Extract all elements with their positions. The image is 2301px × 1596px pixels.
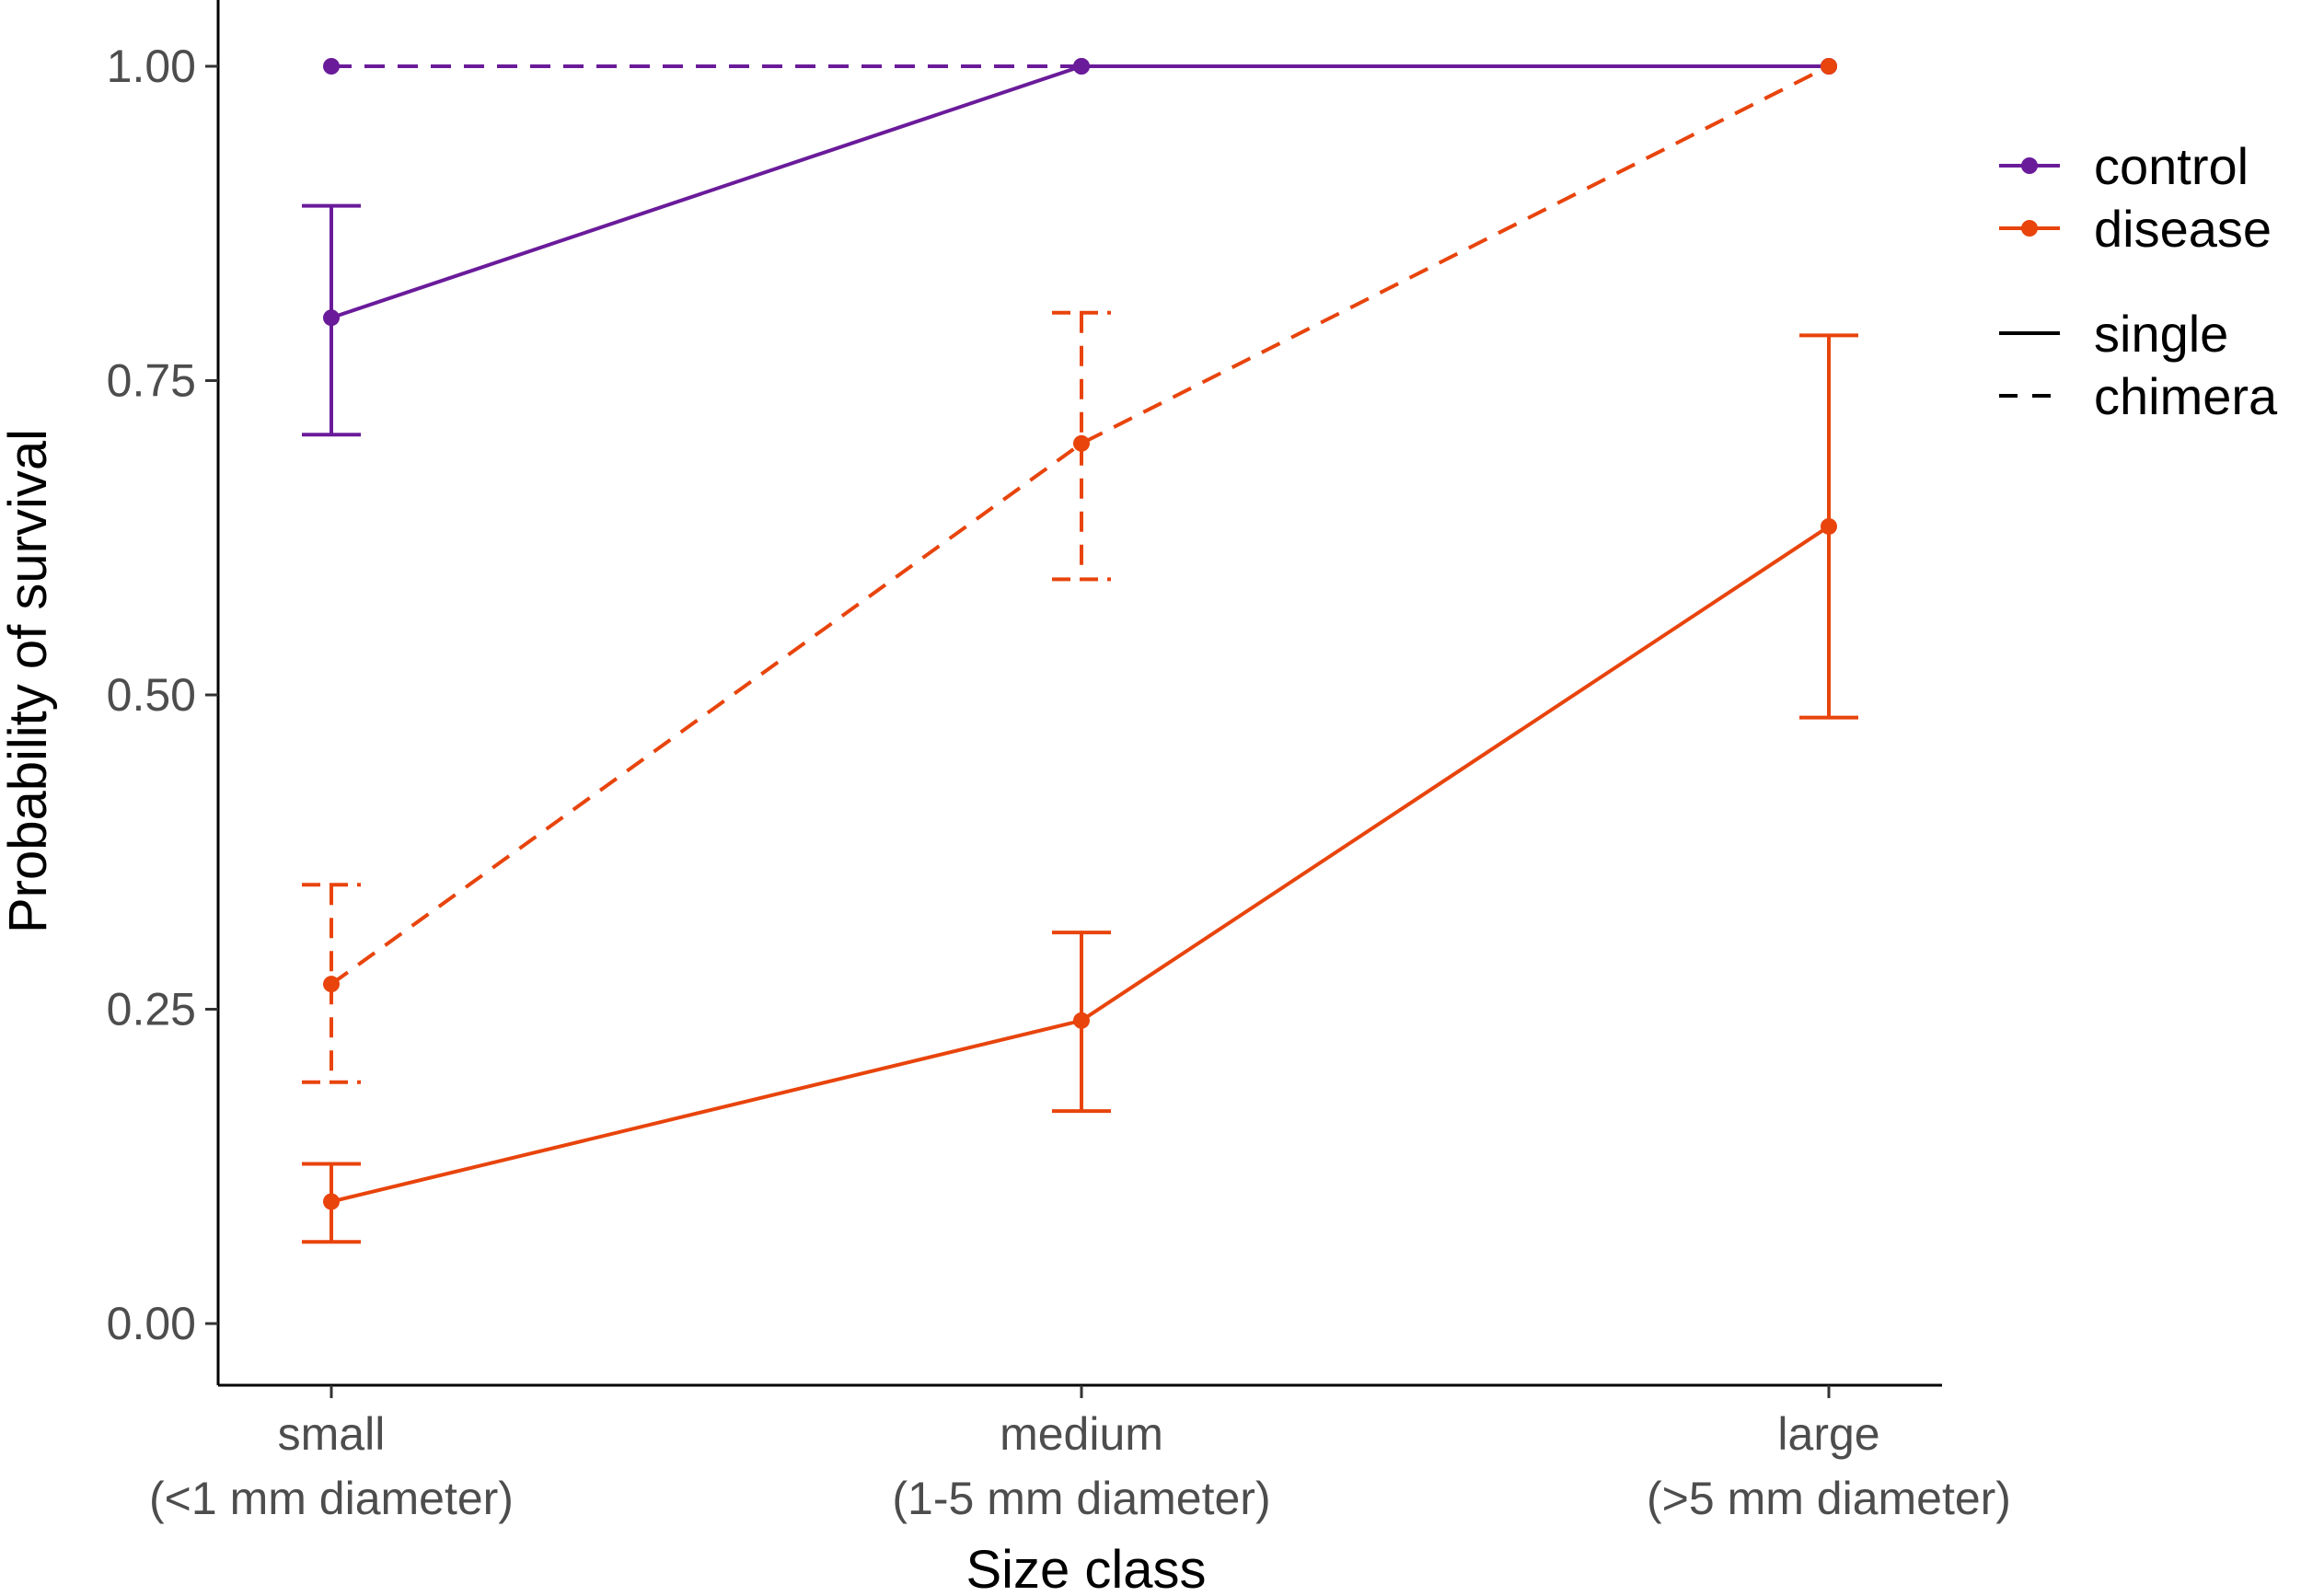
- data-point: [1073, 434, 1090, 452]
- data-point: [1073, 1012, 1090, 1029]
- data-point: [1073, 58, 1090, 75]
- x-tick-label: medium: [1000, 1408, 1163, 1460]
- y-axis-title: Probability of survival: [0, 429, 58, 933]
- data-point: [1821, 517, 1837, 535]
- series-line: [330, 64, 1830, 986]
- x-tick-label: large: [1777, 1408, 1879, 1460]
- x-tick-sublabel: (<1 mm diameter): [149, 1473, 514, 1524]
- data-point: [323, 58, 340, 75]
- y-tick-label: 0.75: [107, 355, 196, 407]
- y-tick-label: 0.00: [107, 1298, 196, 1349]
- y-tick-label: 0.25: [107, 984, 196, 1035]
- x-tick-label: small: [278, 1408, 386, 1460]
- legend-marker-control: [2021, 157, 2038, 174]
- legend-label-single: single: [2094, 305, 2228, 363]
- series-disease-chimera: [302, 58, 1837, 1084]
- data-point: [323, 309, 340, 327]
- series-line: [330, 64, 1829, 320]
- x-axis-title: Size class: [965, 1540, 1206, 1596]
- series-control-chimera: [323, 58, 1837, 75]
- data-point: [323, 976, 340, 993]
- legend-label-chimera: chimera: [2094, 367, 2278, 425]
- y-tick-label: 0.50: [107, 669, 196, 721]
- legend-marker-disease: [2021, 220, 2038, 237]
- legend-label-control: control: [2094, 137, 2249, 195]
- y-tick-label: 1.00: [107, 40, 196, 92]
- data-point: [323, 1193, 340, 1210]
- legend-label-disease: disease: [2094, 200, 2272, 258]
- series-control-single: [302, 58, 1837, 437]
- data-point: [1821, 58, 1837, 75]
- error-bar: [302, 883, 361, 1084]
- x-tick-sublabel: (>5 mm diameter): [1647, 1473, 2011, 1524]
- x-tick-sublabel: (1-5 mm diameter): [892, 1473, 1270, 1524]
- series-disease-single: [302, 333, 1858, 1244]
